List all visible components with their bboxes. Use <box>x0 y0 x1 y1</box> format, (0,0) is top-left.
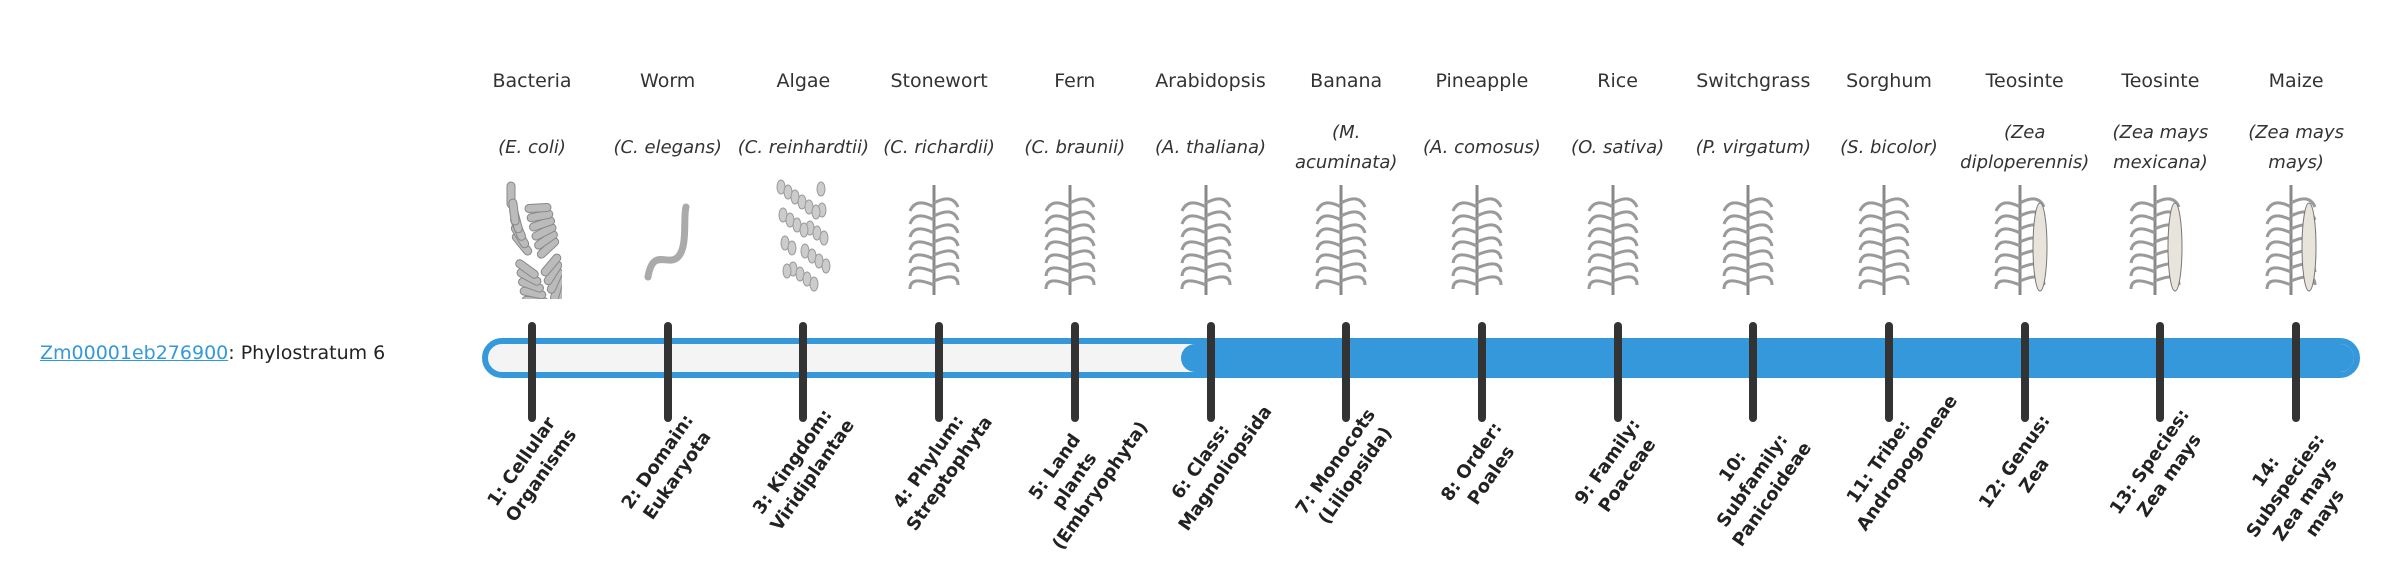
taxonomic-rank-label: 14: Subspecies: Zea mays mays <box>2242 430 2349 546</box>
teosinte-illustration <box>1957 177 2093 299</box>
phylostratum-bar-fill <box>1180 344 2354 372</box>
tick-mark <box>528 322 536 422</box>
taxonomic-rank-label: 6: Class: Magnoliopsida <box>1166 401 1276 535</box>
scientific-name: (P. virgatum) <box>1695 137 1811 158</box>
scientific-name: (S. bicolor) <box>1840 137 1938 158</box>
common-name: Banana <box>1310 70 1383 92</box>
tick-mark <box>935 322 944 422</box>
switchgrass-illustration <box>1685 177 1821 299</box>
scientific-name: (C. braunii) <box>1024 137 1126 158</box>
tick-mark <box>1477 322 1486 422</box>
scientific-name: (C. richardii) <box>883 137 995 158</box>
common-name: Maize <box>2268 70 2324 92</box>
tick-mark <box>663 322 672 422</box>
gene-label: Zm00001eb276900: Phylostratum 6 <box>40 342 385 364</box>
stonewort-illustration <box>871 177 1007 299</box>
tick-mark <box>2156 322 2165 422</box>
common-name: Bacteria <box>492 70 572 92</box>
maize-illustration <box>2228 177 2364 299</box>
scientific-name: (E. coli) <box>498 137 566 158</box>
taxonomic-rank-label: 12: Genus: Zea <box>1974 411 2055 513</box>
scientific-name: (Zea mays mays) <box>2248 122 2344 173</box>
common-name: Switchgrass <box>1696 70 1811 92</box>
scientific-name: (A. comosus) <box>1423 137 1541 158</box>
taxonomic-rank-label: 9: Family: Poaceae <box>1570 415 1660 517</box>
taxonomic-rank-label: 5: Land plants (Embryophyta) <box>1024 417 1153 554</box>
pineapple-illustration <box>1414 177 1550 299</box>
worm-illustration <box>600 177 736 299</box>
scientific-name: (M. acuminata) <box>1294 122 1398 173</box>
tick-mark <box>1749 322 1758 422</box>
tick-mark <box>1613 322 1622 422</box>
scientific-name: (C. elegans) <box>613 137 722 158</box>
rice-illustration <box>1550 177 1686 299</box>
fern-illustration <box>1007 177 1143 299</box>
common-name: Rice <box>1597 70 1638 92</box>
common-name: Sorghum <box>1846 70 1932 92</box>
common-name: Algae <box>776 70 831 92</box>
common-name: Stonewort <box>890 70 988 92</box>
scientific-name: (O. sativa) <box>1571 137 1665 158</box>
taxonomic-rank-label: 13: Species: Zea mays <box>2106 405 2207 522</box>
bacteria-illustration <box>464 177 600 299</box>
taxonomic-rank-label: 4: Phylum: Streptophyta <box>889 411 998 535</box>
common-name: Teosinte <box>2121 70 2200 92</box>
tick-mark <box>799 322 808 422</box>
phylostratum-text: : Phylostratum 6 <box>228 342 386 364</box>
common-name: Fern <box>1054 70 1096 92</box>
taxonomic-rank-label: 2: Domain: Eukaryota <box>617 410 716 524</box>
common-name: Teosinte <box>1985 70 2064 92</box>
taxonomic-rank-label: 11: Tribe: Andropogoneae <box>1842 391 1962 535</box>
sorghum-illustration <box>1821 177 1957 299</box>
scientific-name: (Zea mays mexicana) <box>2112 122 2209 173</box>
scientific-name: (C. reinhardtii) <box>737 137 870 158</box>
tick-mark <box>1885 322 1893 422</box>
taxonomic-rank-label: 3: Kingdom: Viridiplantae <box>749 405 860 535</box>
teosinte-mexicana-illustration <box>2092 177 2228 299</box>
taxonomic-rank-label: 10: Subfamily: Panicoideae <box>1713 430 1817 551</box>
scientific-name: (A. thaliana) <box>1154 137 1267 158</box>
taxonomic-rank-label: 7: Monocots (Liliopsida) <box>1291 405 1397 529</box>
banana-illustration <box>1278 177 1414 299</box>
tick-mark <box>2020 322 2029 422</box>
arabidopsis-illustration <box>1143 177 1279 299</box>
common-name: Arabidopsis <box>1155 70 1266 92</box>
tick-mark <box>1070 322 1079 422</box>
tick-mark <box>1206 322 1215 422</box>
taxonomic-rank-label: 1: Cellular Organisms <box>483 413 582 527</box>
tick-mark <box>2292 322 2301 422</box>
gene-id-link[interactable]: Zm00001eb276900 <box>40 342 229 364</box>
common-name: Worm <box>640 70 696 92</box>
scientific-name: (Zea diploperennis) <box>1960 122 2090 173</box>
phylostratum-bar <box>482 338 2360 378</box>
algae-illustration <box>735 177 871 299</box>
tick-mark <box>1342 322 1351 422</box>
taxonomic-rank-label: 8: Order: Poales <box>1436 418 1520 509</box>
common-name: Pineapple <box>1435 70 1529 92</box>
